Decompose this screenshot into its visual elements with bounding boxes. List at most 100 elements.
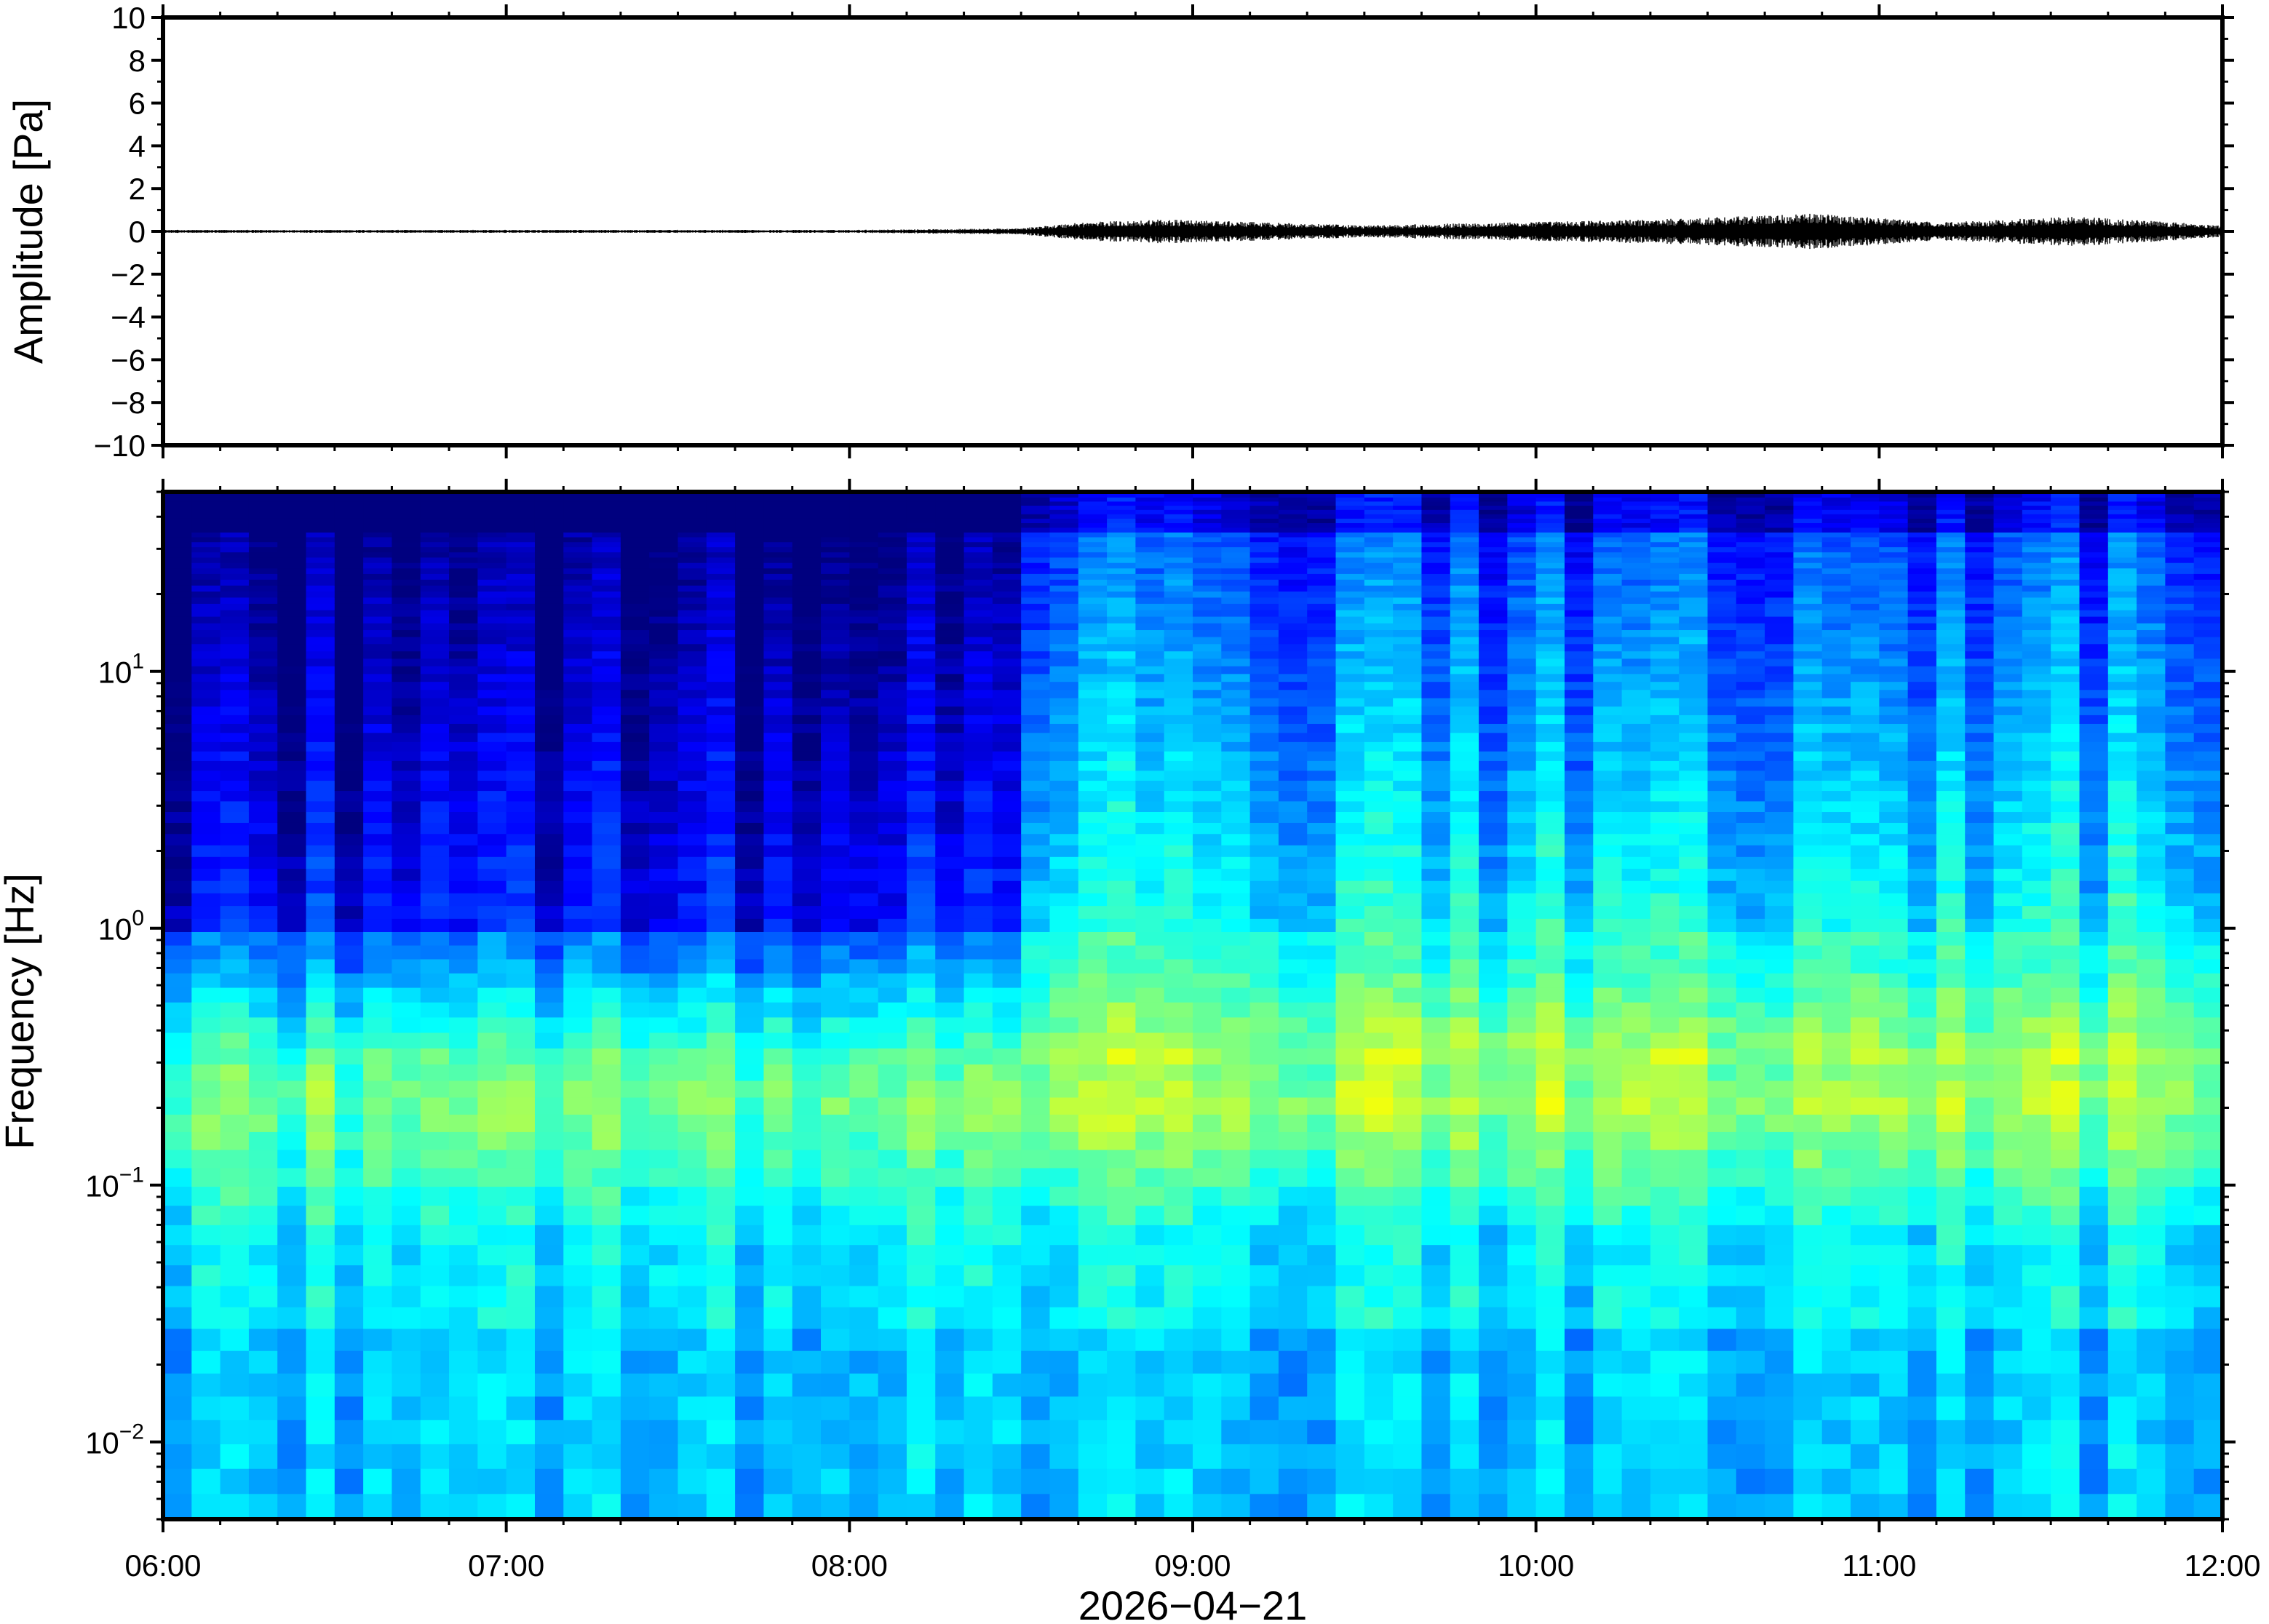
spectrogram-cell — [963, 780, 993, 792]
spectrogram-cell — [220, 715, 250, 724]
spectrogram-cell — [506, 958, 536, 974]
spectrogram-cell — [534, 1167, 564, 1187]
spectrogram-cell — [1479, 1468, 1508, 1494]
spectrogram-cell — [477, 751, 507, 761]
spectrogram-cell — [1307, 1167, 1337, 1187]
spectrogram-cell — [449, 629, 478, 637]
spectrogram-cell — [1221, 536, 1251, 543]
spectrogram-cell — [1679, 706, 1709, 715]
spectrogram-cell — [992, 1225, 1022, 1246]
spectrogram-cell — [334, 893, 364, 907]
spectrogram-cell — [677, 780, 707, 792]
spectrogram-cell — [1564, 681, 1594, 690]
spectrogram-cell — [1221, 780, 1251, 792]
spectrogram-cell — [1707, 1265, 1737, 1286]
spectrogram-cell — [706, 497, 736, 502]
spectrogram-cell — [1650, 597, 1680, 604]
spectrogram-cell — [1621, 597, 1651, 604]
spectrogram-cell — [706, 546, 736, 553]
spectrogram-cell — [1593, 536, 1623, 543]
spectrogram-cell — [1593, 1096, 1623, 1115]
spectrogram-cell — [1564, 856, 1594, 869]
spectrogram-cell — [592, 905, 621, 919]
spectrogram-cell — [849, 573, 879, 580]
spectrogram-cell — [649, 1468, 679, 1494]
spectrogram-cell — [477, 1328, 507, 1351]
spectrogram-cell — [935, 1205, 965, 1225]
spectrogram-cell — [677, 1328, 707, 1351]
spectrogram-cell — [163, 732, 192, 742]
spectrogram-cell — [220, 800, 250, 813]
spectrogram-cell — [1593, 811, 1623, 823]
spectrogram-cell — [248, 706, 278, 715]
spectrogram-cell — [1564, 880, 1594, 893]
spectrogram-cell — [1679, 546, 1709, 553]
spectrogram-cell — [1078, 780, 1108, 792]
spectrogram-cell — [420, 1149, 450, 1169]
spectrogram-cell — [477, 706, 507, 715]
spectrogram-cell — [963, 546, 993, 553]
spectrogram-cell — [363, 905, 393, 919]
spectrogram-cell — [935, 1493, 965, 1519]
spectrogram-cell — [906, 585, 936, 592]
spectrogram-cell — [763, 493, 793, 498]
spectrogram-cell — [677, 603, 707, 610]
spectrogram-cell — [1107, 760, 1136, 771]
spectrogram-cell — [706, 1080, 736, 1098]
spectrogram-cell — [449, 723, 478, 733]
spectrogram-cell — [1078, 497, 1108, 502]
spectrogram-cell — [477, 673, 507, 682]
spectrogram-cell — [992, 597, 1022, 604]
spectrogram-cell — [1021, 706, 1051, 715]
spectrogram-cell — [191, 880, 221, 893]
spectrogram-cell — [677, 845, 707, 857]
spectrogram-cell — [420, 1096, 450, 1115]
spectrogram-cell — [1450, 973, 1479, 988]
spectrogram-cell — [477, 1307, 507, 1329]
spectrogram-cell — [1078, 1131, 1108, 1150]
spectrogram-cell — [334, 1444, 364, 1469]
spectrogram-cell — [763, 987, 793, 1003]
spectrogram-cell — [1249, 1225, 1279, 1246]
spectrogram-cell — [534, 591, 564, 598]
spectrogram-cell — [620, 1002, 650, 1018]
spectrogram-cell — [906, 493, 936, 498]
spectrogram-cell — [906, 811, 936, 823]
spectrogram-cell — [592, 497, 621, 502]
spectrogram-cell — [1507, 623, 1537, 631]
spectrogram-cell — [277, 958, 307, 974]
spectrogram-cell — [1364, 1048, 1394, 1065]
spectrogram-cell — [1278, 1307, 1308, 1329]
spectrogram-cell — [1164, 527, 1193, 533]
spectrogram-cell — [1479, 931, 1508, 946]
spectrogram-cell — [1650, 1032, 1680, 1049]
spectrogram-cell — [992, 1205, 1022, 1225]
spectrogram-cell — [992, 1244, 1022, 1266]
spectrogram-cell — [1564, 1167, 1594, 1187]
spectrogram-cell — [935, 1285, 965, 1307]
spectrogram-cell — [1278, 770, 1308, 781]
spectrogram-cell — [792, 591, 822, 598]
spectrogram-cell — [1479, 505, 1508, 510]
spectrogram-cell — [1335, 1186, 1365, 1206]
spectrogram-cell — [992, 552, 1022, 558]
spectrogram-cell — [277, 1032, 307, 1049]
spectrogram-cell — [363, 1048, 393, 1065]
spectrogram-cell — [277, 822, 307, 835]
spectrogram-cell — [163, 597, 192, 604]
spectrogram-cell — [735, 1080, 765, 1098]
spectrogram-cell — [1564, 931, 1594, 946]
spectrogram-cell — [534, 723, 564, 733]
spectrogram-cell — [735, 629, 765, 637]
spectrogram-cell — [1221, 1016, 1251, 1033]
spectrogram-cell — [1621, 833, 1651, 845]
spectrogram-cell — [878, 780, 907, 792]
spectrogram-cell — [677, 973, 707, 988]
spectrogram-cell — [1307, 905, 1337, 919]
spectrogram-cell — [1507, 1205, 1537, 1225]
spectrogram-cell — [277, 573, 307, 580]
spectrogram-cell — [220, 1444, 250, 1469]
spectrogram-cell — [449, 643, 478, 652]
spectrogram-cell — [392, 1149, 421, 1169]
spectrogram-cell — [191, 568, 221, 574]
